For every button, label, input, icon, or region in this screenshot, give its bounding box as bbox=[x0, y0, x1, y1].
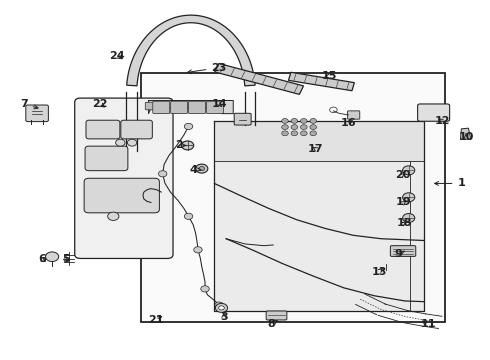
Circle shape bbox=[282, 125, 288, 130]
FancyBboxPatch shape bbox=[74, 98, 173, 258]
FancyBboxPatch shape bbox=[206, 101, 223, 114]
Circle shape bbox=[184, 123, 193, 130]
Circle shape bbox=[116, 139, 125, 146]
Circle shape bbox=[216, 303, 227, 312]
Text: 15: 15 bbox=[322, 71, 337, 81]
FancyBboxPatch shape bbox=[26, 105, 49, 122]
Text: 23: 23 bbox=[188, 63, 227, 74]
Text: 19: 19 bbox=[396, 198, 412, 207]
Text: 9: 9 bbox=[394, 249, 405, 259]
Circle shape bbox=[403, 193, 415, 202]
Polygon shape bbox=[215, 121, 424, 161]
Circle shape bbox=[108, 212, 119, 220]
Circle shape bbox=[196, 164, 208, 173]
Text: 24: 24 bbox=[109, 51, 125, 60]
Text: 8: 8 bbox=[267, 319, 277, 329]
Polygon shape bbox=[289, 72, 354, 91]
Text: 7: 7 bbox=[20, 99, 38, 109]
Circle shape bbox=[219, 306, 224, 310]
FancyBboxPatch shape bbox=[141, 73, 445, 322]
FancyBboxPatch shape bbox=[145, 102, 161, 110]
Circle shape bbox=[300, 118, 307, 123]
Circle shape bbox=[291, 118, 298, 123]
Circle shape bbox=[199, 167, 204, 171]
Text: 12: 12 bbox=[435, 116, 450, 126]
Polygon shape bbox=[127, 15, 255, 86]
Circle shape bbox=[300, 131, 307, 136]
FancyBboxPatch shape bbox=[391, 246, 416, 256]
Text: 16: 16 bbox=[341, 118, 356, 128]
FancyBboxPatch shape bbox=[234, 113, 251, 125]
Circle shape bbox=[127, 139, 137, 146]
Circle shape bbox=[403, 166, 415, 175]
FancyBboxPatch shape bbox=[347, 111, 360, 119]
FancyBboxPatch shape bbox=[189, 101, 205, 114]
Text: 11: 11 bbox=[421, 319, 436, 329]
FancyBboxPatch shape bbox=[417, 104, 450, 121]
Polygon shape bbox=[215, 121, 424, 311]
Text: 18: 18 bbox=[396, 218, 412, 228]
Circle shape bbox=[201, 286, 209, 292]
Polygon shape bbox=[461, 128, 471, 139]
Text: 4: 4 bbox=[189, 165, 201, 175]
Text: 10: 10 bbox=[459, 132, 474, 142]
Circle shape bbox=[291, 131, 298, 136]
Circle shape bbox=[291, 125, 298, 130]
Circle shape bbox=[181, 141, 194, 150]
FancyBboxPatch shape bbox=[86, 120, 120, 139]
Circle shape bbox=[310, 131, 317, 136]
Circle shape bbox=[310, 118, 317, 123]
Text: 14: 14 bbox=[211, 99, 227, 109]
Text: 20: 20 bbox=[395, 170, 410, 180]
Text: 6: 6 bbox=[38, 255, 46, 265]
Text: 13: 13 bbox=[371, 267, 387, 276]
Polygon shape bbox=[215, 63, 303, 94]
FancyBboxPatch shape bbox=[85, 146, 128, 171]
Circle shape bbox=[403, 213, 415, 222]
Circle shape bbox=[46, 252, 59, 262]
Circle shape bbox=[300, 125, 307, 130]
FancyBboxPatch shape bbox=[121, 120, 152, 139]
Text: 2: 2 bbox=[175, 140, 186, 150]
Circle shape bbox=[215, 302, 223, 308]
FancyBboxPatch shape bbox=[153, 101, 170, 114]
Circle shape bbox=[310, 125, 317, 130]
Text: 22: 22 bbox=[93, 99, 108, 109]
Polygon shape bbox=[148, 100, 233, 114]
FancyBboxPatch shape bbox=[266, 311, 287, 320]
FancyBboxPatch shape bbox=[84, 178, 159, 213]
Circle shape bbox=[282, 131, 288, 136]
Text: 1: 1 bbox=[435, 179, 465, 188]
Circle shape bbox=[158, 171, 167, 177]
Circle shape bbox=[184, 213, 193, 219]
Text: 5: 5 bbox=[62, 255, 70, 265]
Circle shape bbox=[194, 247, 202, 253]
Text: 21: 21 bbox=[148, 315, 163, 325]
Circle shape bbox=[282, 118, 288, 123]
Text: 17: 17 bbox=[308, 144, 323, 154]
FancyBboxPatch shape bbox=[171, 101, 188, 114]
Text: 3: 3 bbox=[220, 311, 228, 321]
